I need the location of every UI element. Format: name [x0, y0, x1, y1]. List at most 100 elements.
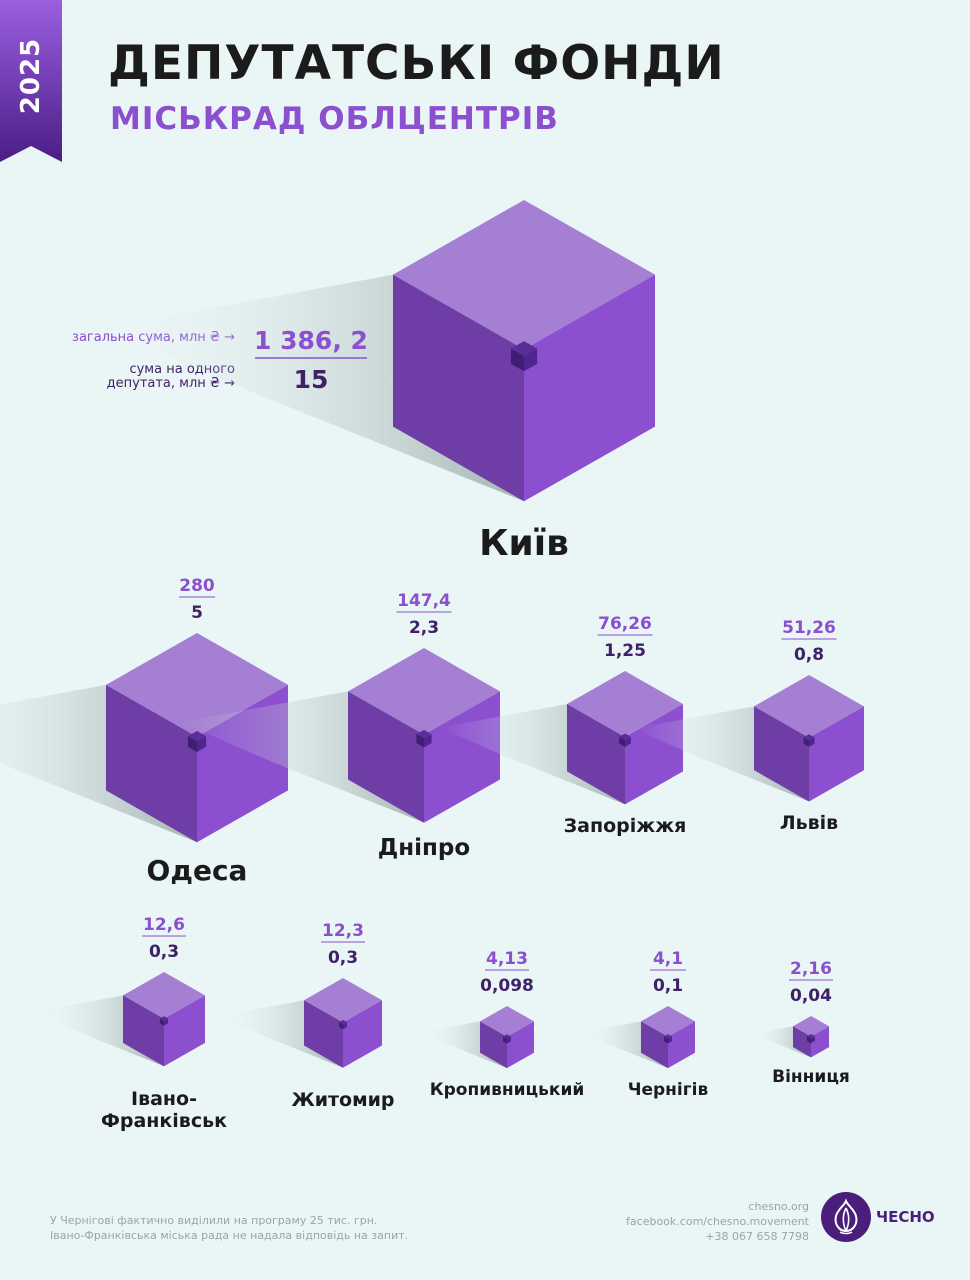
total-value-label: 4,13 [486, 949, 528, 969]
mini-cube-top [510, 341, 538, 357]
total-value-label: 51,26 [782, 618, 836, 638]
cube-5: 12,6 0,3 Івано-Франківськ [32, 915, 227, 1132]
garlic-icon [821, 1192, 871, 1242]
mini-cube-top [416, 729, 432, 739]
mini-cube-left [416, 734, 424, 748]
cube-right-face [524, 274, 655, 502]
website-link[interactable]: chesno.org [748, 1200, 809, 1213]
cube-left-face [480, 1021, 507, 1069]
total-value-label: 147,4 [397, 591, 451, 611]
cube-left-face [393, 274, 524, 502]
per-deputy-value-label: 0,1 [653, 976, 683, 996]
city-name-label: Одеса [147, 854, 248, 887]
city-name-label: Житомир [291, 1089, 394, 1111]
per-deputy-value-label: 1,25 [604, 641, 646, 661]
total-value-label: 12,6 [143, 915, 185, 935]
mini-cube-left [339, 1022, 343, 1030]
city-name-label: Вінниця [772, 1067, 850, 1087]
mini-cube-right [668, 1036, 672, 1044]
logo-text: ЧЕСНО [876, 1208, 935, 1226]
mini-cube-top [619, 733, 631, 741]
mini-cube-left [510, 348, 524, 372]
cube-right-face [164, 995, 205, 1067]
total-value-label: 4,1 [653, 949, 683, 969]
mini-cube-left [664, 1036, 668, 1044]
city-name-label: Львів [780, 812, 838, 834]
mini-cube-left [503, 1036, 507, 1044]
cube-left-face [106, 684, 197, 843]
city-name-label: Запоріжжя [564, 815, 687, 837]
cube-7: 4,13 0,098 Кропивницький [420, 949, 585, 1100]
footnote: У Чернігові фактично виділили на програм… [50, 1213, 408, 1243]
city-name-label: Франківськ [101, 1110, 227, 1132]
contacts: chesno.org facebook.com/chesno.movement … [626, 1199, 809, 1244]
mini-cube-left [807, 1036, 811, 1044]
cube-top-face [754, 675, 864, 738]
cube-top-face [480, 1006, 534, 1037]
cube-9: 2,16 0,04 Вінниця [753, 959, 850, 1087]
total-value-label: 2,16 [790, 959, 832, 979]
per-deputy-value-label: 2,3 [409, 618, 439, 638]
mini-cube-right [197, 736, 207, 752]
cube-3: 76,26 1,25 Запоріжжя [439, 614, 686, 837]
cube-left-face [793, 1026, 811, 1058]
per-deputy-value-label: 0,3 [328, 948, 358, 968]
cube-8: 4,1 0,1 Чернігів [581, 949, 709, 1100]
cube-right-face [811, 1026, 829, 1058]
per-deputy-value-label: 0,8 [794, 645, 824, 665]
footnote-line: У Чернігові фактично виділили на програм… [50, 1214, 378, 1227]
mini-cube-top [339, 1019, 347, 1025]
cube-right-face [809, 706, 864, 802]
city-name-label: Чернігів [628, 1080, 709, 1100]
total-value-label: 12,3 [322, 921, 364, 941]
page-title: ДЕПУТАТСЬКІ ФОНДИ [108, 36, 725, 91]
mini-cube-left [619, 736, 625, 747]
cube-right-face [507, 1021, 534, 1069]
mini-cube-right [507, 1036, 511, 1044]
cube-6: 12,3 0,3 Житомир [218, 921, 395, 1111]
cube-2: 147,4 2,3 Дніпро [180, 591, 500, 861]
cube-0: 1 386, 2 15 Київ [104, 200, 655, 564]
mini-cube-left [159, 1018, 164, 1026]
cube-top-face [641, 1006, 695, 1037]
facebook-link[interactable]: facebook.com/chesno.movement [626, 1215, 809, 1228]
year-ribbon [0, 0, 62, 162]
city-name-label: Дніпро [378, 835, 470, 861]
per-deputy-value-label: 0,098 [480, 976, 534, 996]
mini-cube-right [524, 348, 538, 372]
cube-left-face [641, 1021, 668, 1069]
cube-left-face [304, 1000, 343, 1068]
city-name-label: Кропивницький [430, 1080, 585, 1100]
mini-cube-right [424, 734, 432, 748]
cube-left-face [348, 691, 424, 823]
cube-left-face [754, 706, 809, 802]
cube-top-face [567, 671, 683, 738]
total-value-label: 280 [179, 576, 215, 596]
per-deputy-value-label: 0,04 [790, 986, 832, 1006]
phone-number: +38 067 658 7798 [705, 1230, 809, 1243]
mini-cube-right [811, 1036, 815, 1044]
per-deputy-value-label: 5 [191, 603, 203, 623]
cube-right-face [668, 1021, 695, 1069]
footnote-line: Івано-Франківська міська рада не надала … [50, 1229, 409, 1242]
cube-top-face [304, 978, 382, 1023]
mini-cube-right [625, 736, 631, 747]
cube-4: 51,26 0,8 Львів [633, 618, 864, 834]
cube-left-face [123, 995, 164, 1067]
cube-right-face [343, 1000, 382, 1068]
mini-cube-left [187, 736, 197, 752]
cube-left-face [567, 704, 625, 805]
mini-cube-left [803, 737, 809, 747]
mini-cube-right [343, 1022, 347, 1030]
total-value-label: 76,26 [598, 614, 652, 634]
mini-cube-right [809, 737, 815, 747]
per-deputy-value-label: 15 [294, 365, 329, 394]
mini-cube-right [164, 1018, 169, 1026]
cube-top-face [348, 648, 500, 735]
city-name-label: Київ [479, 523, 569, 564]
page-subtitle: МІСЬКРАД ОБЛЦЕНТРІВ [110, 101, 559, 137]
per-deputy-value-label: 0,3 [149, 942, 179, 962]
total-value-label: 1 386, 2 [254, 326, 368, 355]
city-name-label: Івано- [131, 1088, 197, 1110]
